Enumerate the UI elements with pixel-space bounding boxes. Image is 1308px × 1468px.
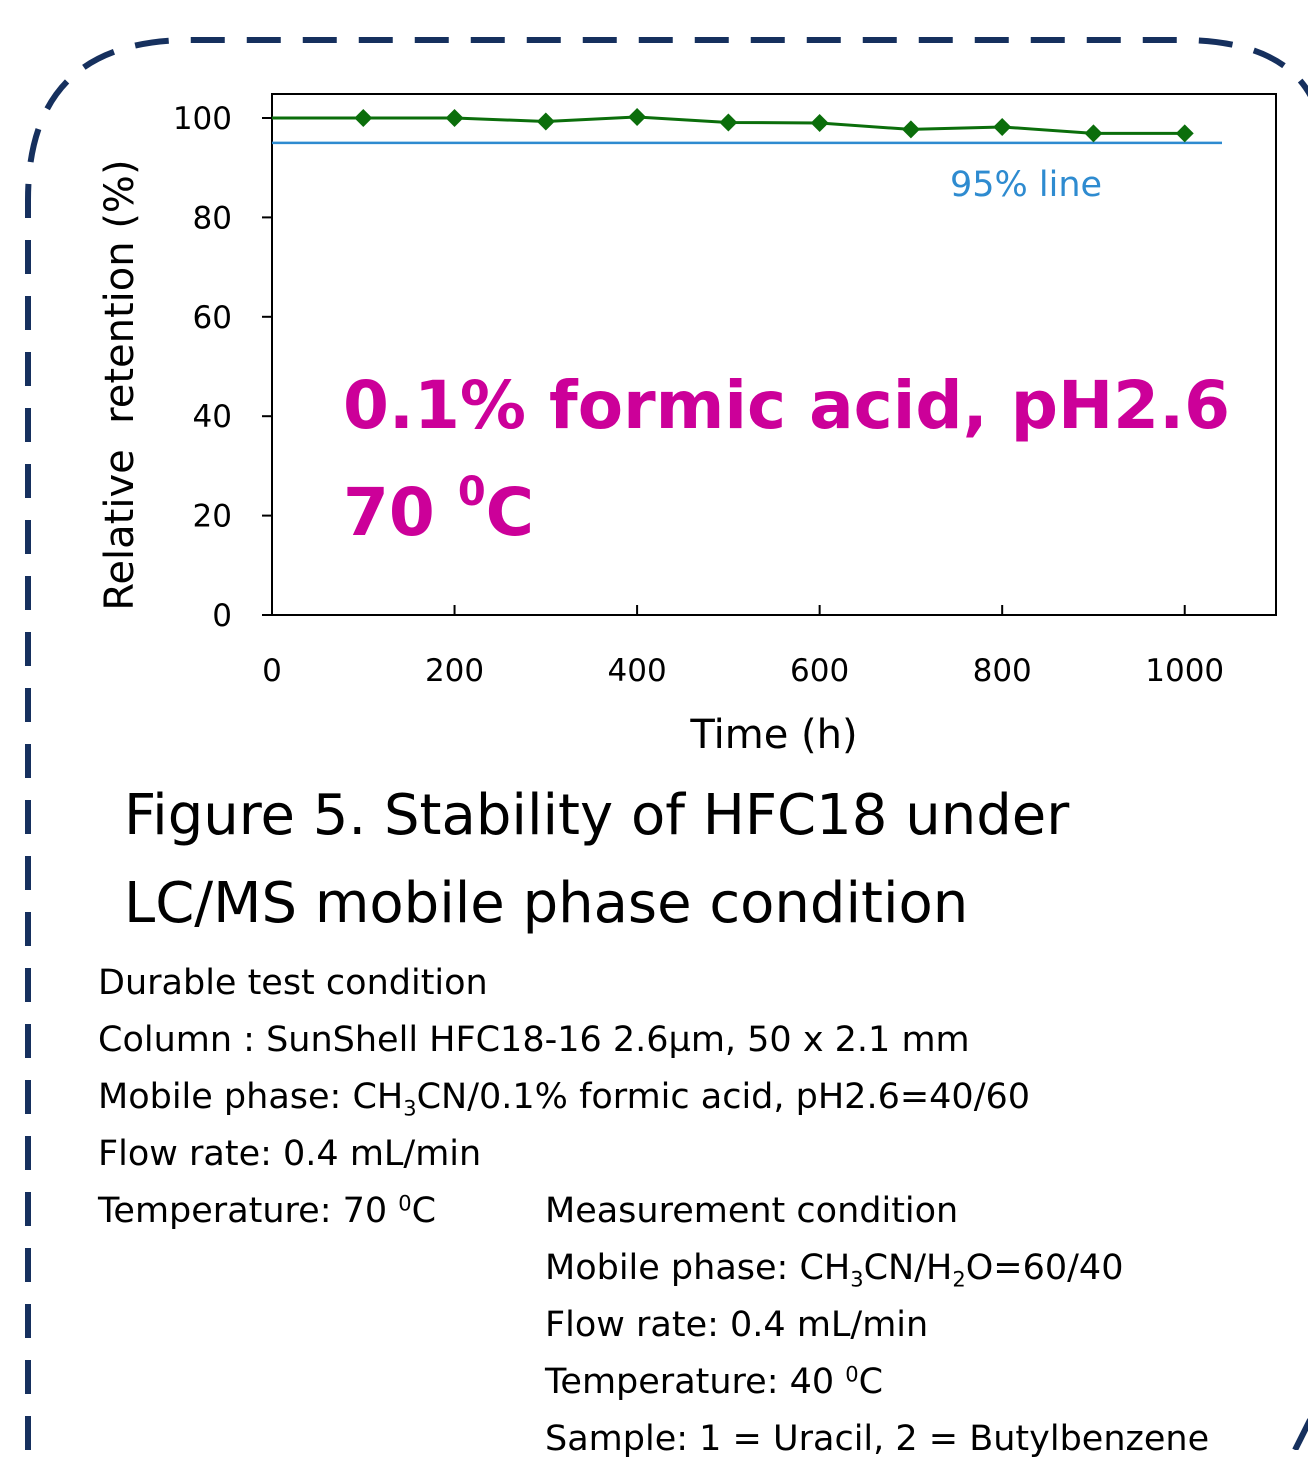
reference-line-label: 95% line [950, 165, 1102, 205]
measurement-mobile-phase: Mobile phase: CH3CN/H2O=60/40 [545, 1248, 1124, 1292]
durable-heading: Durable test condition [98, 963, 488, 1003]
y-tick-label-0: 0 [212, 598, 232, 634]
x-tick-label-800: 800 [973, 653, 1032, 689]
plot-area-border [271, 93, 1277, 616]
data-point-900 [1084, 124, 1103, 143]
condition-annotation-line2: 70 0C [343, 469, 534, 551]
data-point-300 [536, 112, 555, 131]
annotation-unit: C [486, 474, 534, 551]
y-axis-title: Relative retention (%) [97, 159, 143, 610]
data-point-1000 [1175, 124, 1194, 143]
durable-test-conditions: Durable test condition Column : SunShell… [98, 955, 1030, 1240]
data-point-400 [628, 108, 647, 127]
y-tick-label-20: 20 [193, 499, 232, 535]
data-point-600 [810, 113, 829, 132]
y-tick-label-100: 100 [173, 101, 232, 137]
data-point-200 [445, 109, 464, 127]
x-axis-title: Time (h) [689, 712, 857, 758]
durable-flow-rate: Flow rate: 0.4 mL/min [98, 1134, 482, 1174]
x-tick-label-600: 600 [790, 653, 849, 689]
condition-annotation-line1: 0.1% formic acid, pH2.6 [343, 367, 1230, 444]
durable-column: Column : SunShell HFC18-16 2.6µm, 50 x 2… [98, 1020, 970, 1060]
annotation-temp-value: 70 [343, 474, 458, 551]
caption-line-2: LC/MS mobile phase condition [124, 871, 969, 936]
data-point-700 [901, 120, 920, 139]
y-tick-label-40: 40 [193, 399, 232, 435]
measurement-conditions: Measurement condition Mobile phase: CH3C… [545, 1183, 1209, 1468]
annotation-degree-sup: 0 [458, 469, 486, 515]
measurement-sample: Sample: 1 = Uracil, 2 = Butylbenzene [545, 1419, 1210, 1459]
measurement-temperature: Temperature: 40 0C [545, 1362, 884, 1402]
x-tick-label-0: 0 [262, 653, 282, 689]
durable-mobile-phase: Mobile phase: CH3CN/0.1% formic acid, pH… [98, 1077, 1031, 1121]
measurement-flow-rate: Flow rate: 0.4 mL/min [545, 1305, 929, 1345]
frame-border [25, 37, 1308, 1450]
durable-temperature: Temperature: 70 0C [98, 1191, 437, 1231]
figure-caption: Figure 5. Stability of HFC18 under LC/MS… [124, 772, 1274, 948]
data-point-800 [993, 117, 1012, 136]
caption-line-1: Figure 5. Stability of HFC18 under [124, 783, 1070, 848]
y-tick-label-60: 60 [193, 300, 232, 336]
data-point-100 [354, 109, 373, 127]
measurement-heading: Measurement condition [545, 1191, 959, 1231]
y-tick-label-80: 80 [193, 200, 232, 236]
x-tick-label-400: 400 [608, 653, 667, 689]
data-point-500 [719, 113, 738, 132]
x-tick-label-1000: 1000 [1145, 653, 1224, 689]
x-tick-label-200: 200 [425, 653, 484, 689]
frame-border-corner [1292, 1417, 1308, 1450]
